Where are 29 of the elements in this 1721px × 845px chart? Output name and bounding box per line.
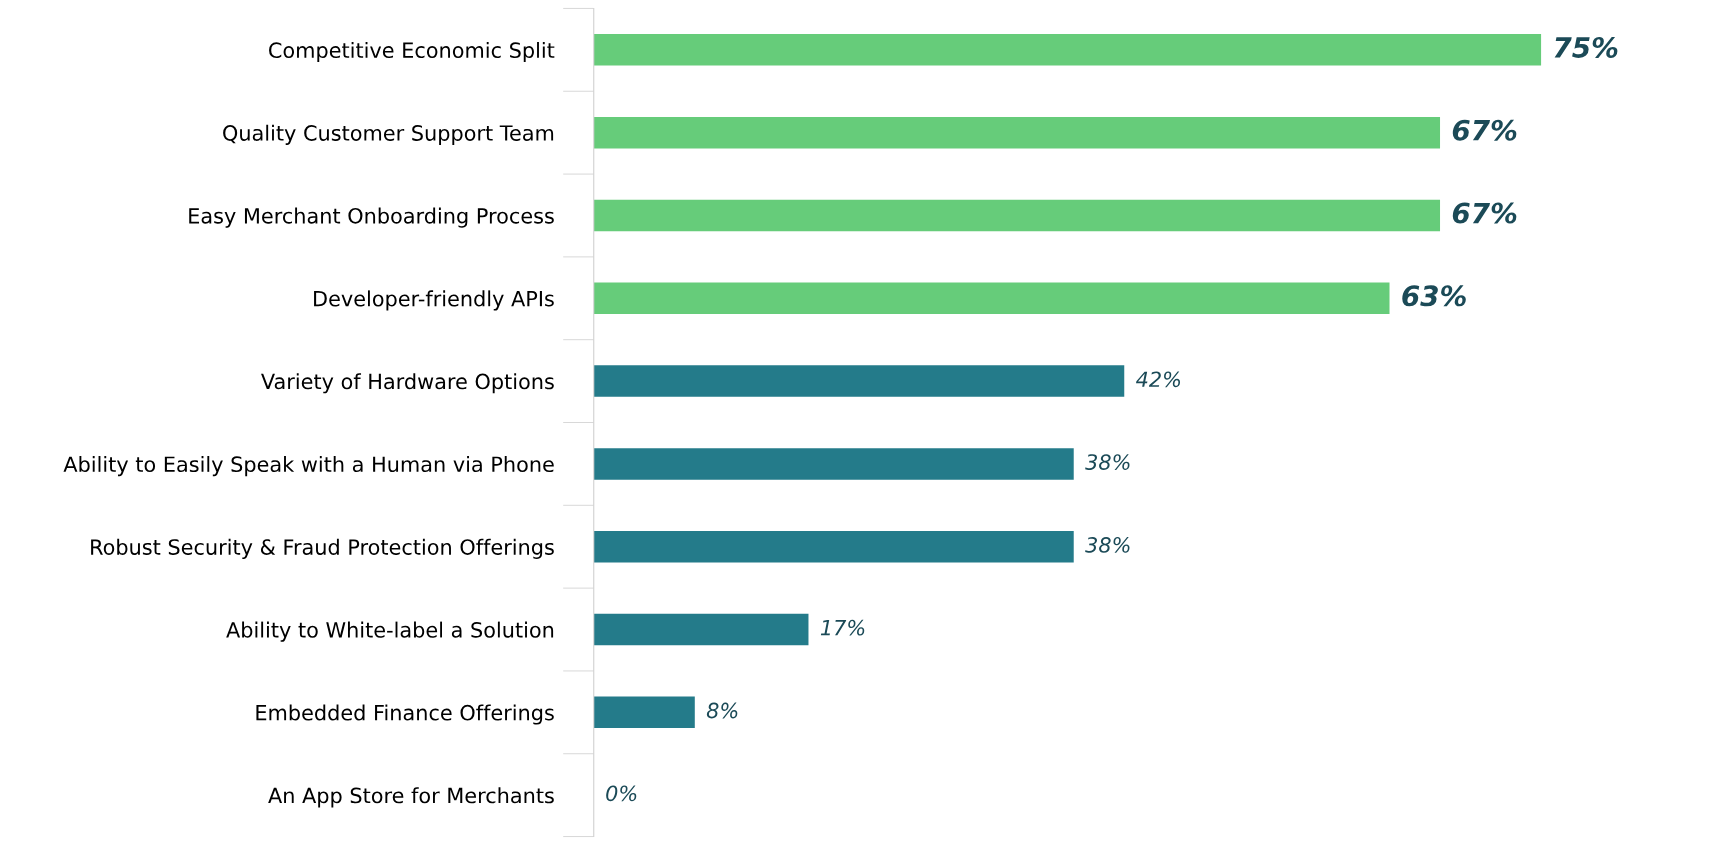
data-label: 63% — [1402, 285, 1466, 307]
bar — [593, 530, 1074, 563]
y-tick-label: Variety of Hardware Options — [261, 373, 554, 394]
data-label: 0% — [606, 785, 637, 802]
bar — [593, 34, 1542, 66]
y-tick-label: Embedded Finance Offerings — [256, 704, 554, 725]
y-tick-label: Quality Customer Support Team — [223, 124, 554, 145]
y-tick-label: Competitive Economic Split — [269, 41, 555, 63]
bar — [593, 365, 1125, 397]
bar — [593, 282, 1390, 315]
data-label: 42% — [1136, 371, 1181, 388]
y-tick-label: Ability to Easily Speak with a Human via Phone — [63, 455, 554, 477]
bar — [593, 448, 1074, 480]
data-label: 67% — [1452, 202, 1517, 224]
y-tick-label: Developer-friendly APIs — [314, 290, 554, 311]
bar — [593, 613, 809, 646]
y-tick-label: Ability to White-label a Solution — [226, 621, 554, 642]
bar — [593, 116, 1441, 149]
bar — [593, 199, 1441, 232]
data-label: 17% — [820, 619, 865, 636]
y-tick-label: Robust Security & Fraud Protection Offerings — [91, 538, 554, 559]
bar — [593, 696, 695, 729]
y-tick-label: An App Store for Merchants — [268, 787, 554, 808]
data-label: 38% — [1085, 537, 1130, 553]
data-label: 38% — [1085, 454, 1130, 470]
data-label: 67% — [1452, 119, 1517, 141]
data-label: 8% — [706, 702, 738, 719]
y-tick-label: Easy Merchant Onboarding Process — [189, 207, 554, 228]
data-label: 75% — [1554, 36, 1618, 58]
